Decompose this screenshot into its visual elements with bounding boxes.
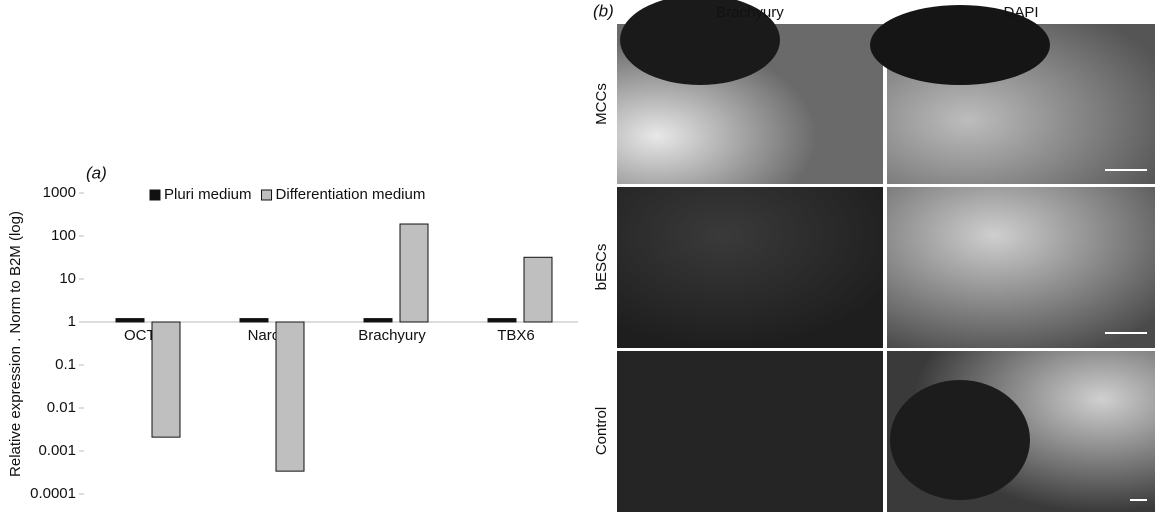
- y-tick-label: 0.01: [47, 399, 76, 416]
- bar: [523, 256, 553, 323]
- x-tick-label: Brachyury: [358, 327, 426, 344]
- bar: [151, 321, 181, 438]
- micrograph: [617, 351, 883, 512]
- bar: [399, 223, 429, 323]
- row-label: MCCs: [593, 83, 610, 125]
- column-label: Brachyury: [716, 4, 784, 21]
- legend-swatch: [261, 189, 273, 201]
- bar: [239, 318, 269, 323]
- bar: [363, 318, 393, 323]
- row-label: bESCs: [593, 244, 610, 291]
- y-tick-label: 100: [51, 227, 76, 244]
- y-tick-label: 0.1: [55, 356, 76, 373]
- y-tick-label: 0.0001: [30, 485, 76, 502]
- y-tick-label: 1: [68, 313, 76, 330]
- micrograph: [617, 187, 883, 348]
- micrograph-region: [890, 380, 1030, 500]
- panel-label: (b): [593, 1, 614, 20]
- column-label: DAPI: [1003, 4, 1038, 21]
- y-tick-label: 0.001: [38, 442, 76, 459]
- y-tick-label: 1000: [43, 184, 76, 201]
- y-axis-label: Relative expression . Norm to B2M (log): [7, 211, 24, 477]
- legend-label: Differentiation medium: [276, 186, 426, 203]
- x-tick-label: TBX6: [497, 327, 535, 344]
- bar: [275, 321, 305, 472]
- micrograph: [887, 187, 1155, 348]
- legend-swatch: [149, 189, 161, 201]
- bar: [487, 318, 517, 323]
- bar: [115, 318, 145, 323]
- panel-label: (a): [86, 163, 107, 182]
- y-tick-label: 10: [59, 270, 76, 287]
- micrograph-region: [870, 5, 1050, 85]
- legend-label: Pluri medium: [164, 186, 252, 203]
- micrograph-region: [620, 0, 780, 85]
- row-label: Control: [593, 407, 610, 455]
